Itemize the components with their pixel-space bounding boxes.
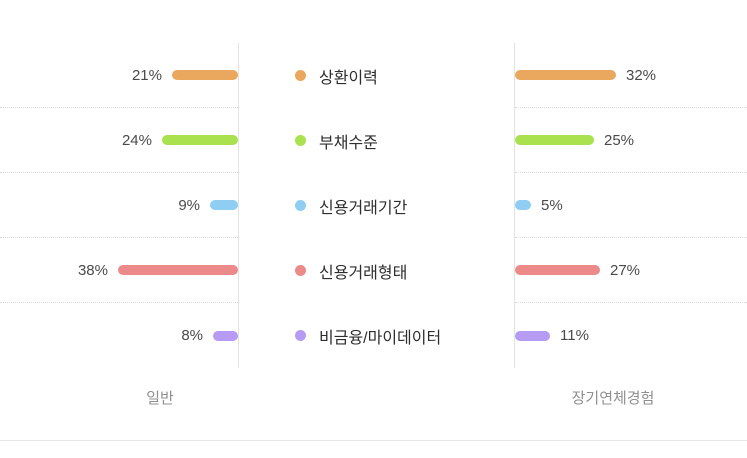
left-bar-cell: 9% bbox=[0, 173, 238, 238]
legend-item: 상환이력 bbox=[238, 43, 515, 108]
legend-label: 신용거래기간 bbox=[319, 199, 408, 217]
legend-item: 부채수준 bbox=[238, 108, 515, 173]
right-bar bbox=[515, 135, 594, 145]
legend-item: 신용거래기간 bbox=[238, 173, 515, 238]
chart-row-credit-period: 9% 신용거래기간 5% bbox=[0, 173, 747, 238]
left-value-label: 9% bbox=[178, 196, 200, 214]
legend-label: 비금융/마이데이터 bbox=[319, 329, 442, 347]
right-value-label: 11% bbox=[560, 327, 589, 344]
chart-row-debt-level: 24% 부채수준 25% bbox=[0, 108, 747, 173]
chart-row-credit-type: 38% 신용거래형태 27% bbox=[0, 238, 747, 303]
left-value-label: 8% bbox=[181, 327, 203, 344]
right-value-label: 32% bbox=[626, 66, 657, 84]
left-value-label: 21% bbox=[131, 66, 162, 84]
right-bar-cell: 5% bbox=[515, 173, 747, 238]
legend-item: 신용거래형태 bbox=[238, 238, 515, 303]
legend-dot-icon bbox=[295, 70, 306, 81]
right-bar bbox=[515, 200, 531, 210]
left-bar-cell: 38% bbox=[0, 238, 238, 303]
left-bar bbox=[162, 135, 238, 145]
left-bar-cell: 24% bbox=[0, 108, 238, 173]
chart-area: 21% 상환이력 32% 24% 부채수준 25% bbox=[0, 43, 747, 368]
legend-label: 부채수준 bbox=[319, 134, 378, 152]
right-bar-cell: 25% bbox=[515, 108, 747, 173]
legend-dot-icon bbox=[295, 135, 306, 146]
chart-row-repayment-history: 21% 상환이력 32% bbox=[0, 43, 747, 108]
chart-row-nonfinancial-mydata: 8% 비금융/마이데이터 11% bbox=[0, 303, 747, 368]
right-value-label: 5% bbox=[541, 196, 563, 214]
legend-dot-icon bbox=[295, 265, 306, 276]
left-bar bbox=[118, 265, 238, 275]
right-value-label: 27% bbox=[610, 261, 641, 279]
left-bar bbox=[210, 200, 238, 210]
left-bar-cell: 21% bbox=[0, 43, 238, 108]
right-bar-cell: 32% bbox=[515, 43, 747, 108]
right-bar-cell: 11% bbox=[515, 303, 747, 368]
bottom-separator-line bbox=[0, 440, 747, 441]
left-value-label: 24% bbox=[121, 131, 152, 149]
legend-dot-icon bbox=[295, 200, 306, 211]
legend-dot-icon bbox=[295, 330, 306, 341]
left-bar-cell: 8% bbox=[0, 303, 238, 368]
legend-label: 상환이력 bbox=[319, 69, 378, 87]
right-bar bbox=[515, 330, 550, 341]
x-axis-label-right-group: 장기연체경험 bbox=[571, 390, 655, 407]
left-bar bbox=[213, 330, 238, 341]
legend-label: 신용거래형태 bbox=[319, 264, 408, 282]
legend-item: 비금융/마이데이터 bbox=[238, 303, 515, 368]
x-axis-label-left-group: 일반 bbox=[146, 390, 174, 407]
left-value-label: 38% bbox=[77, 261, 108, 279]
left-bar bbox=[172, 70, 238, 80]
right-bar-cell: 27% bbox=[515, 238, 747, 303]
right-value-label: 25% bbox=[604, 131, 635, 149]
right-bar bbox=[515, 265, 600, 275]
right-bar bbox=[515, 70, 616, 80]
